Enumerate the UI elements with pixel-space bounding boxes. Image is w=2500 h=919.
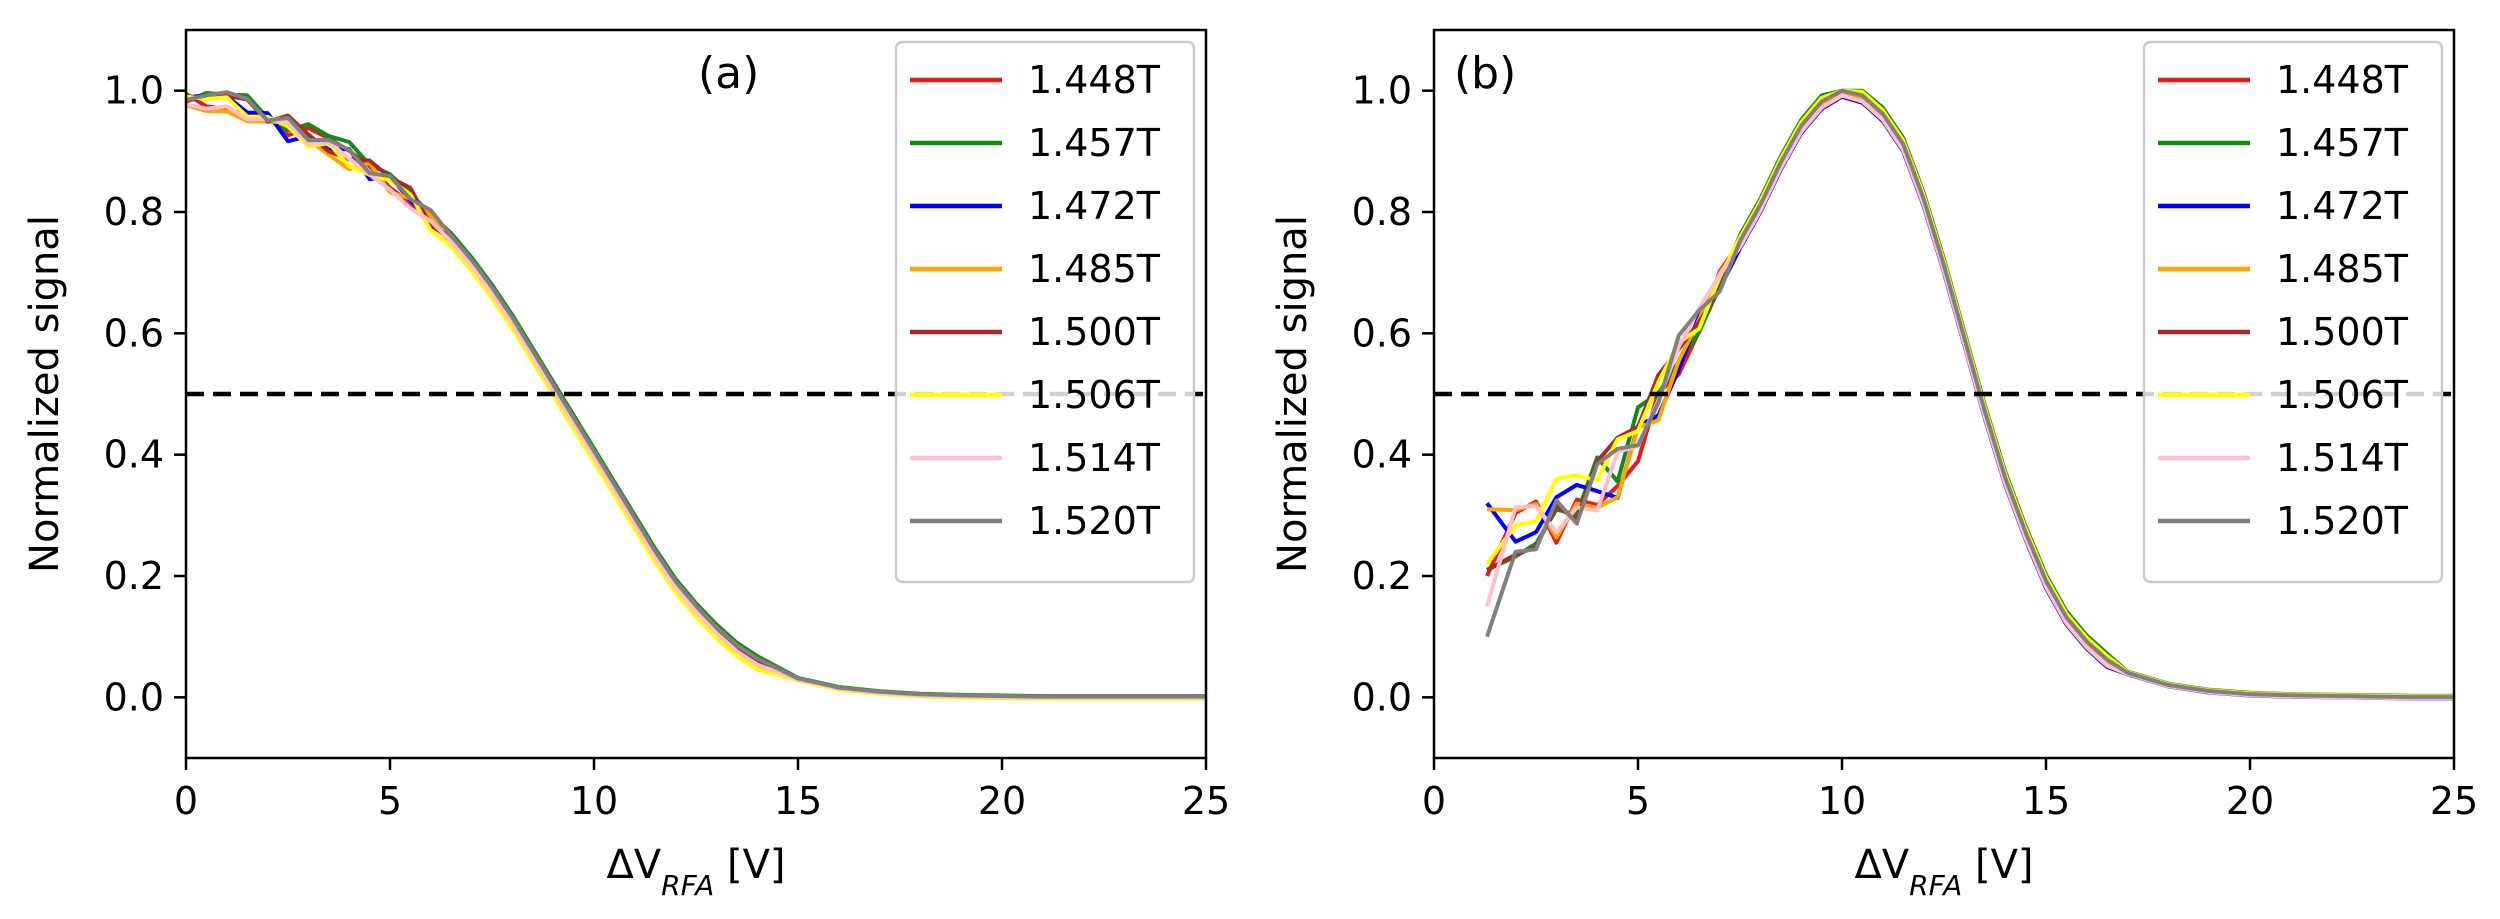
- x-tick-label: 15: [2022, 779, 2070, 823]
- legend-label-1.485T: 1.485T: [2276, 247, 2409, 291]
- legend-label-1.485T: 1.485T: [1028, 247, 1161, 291]
- legend-label-1.500T: 1.500T: [1028, 310, 1161, 354]
- y-tick-label: 0.6: [104, 311, 164, 355]
- panel-b: 0 5 10 15 20 25 0.0 0.2 0.4 0.6 0.8 1.0 ΔVRFA [V] Nor…: [1270, 28, 2478, 902]
- legend-label-1.472T: 1.472T: [2276, 184, 2409, 228]
- y-tick-label: 0.4: [104, 433, 164, 477]
- legend: 1.448T 1.457T 1.472T 1.485T 1.500T 1.506T 1.51…: [894, 40, 1196, 584]
- x-tick-label: 20: [2226, 779, 2274, 823]
- x-tick-label: 0: [174, 779, 198, 823]
- x-tick-label: 0: [1422, 779, 1446, 823]
- axes-frame: [1432, 28, 2456, 760]
- series-line-1.520T: [1485, 88, 2454, 700]
- y-tick-label: 1.0: [1352, 69, 1412, 113]
- y-tick-label: 0.8: [1352, 190, 1412, 234]
- legend-box: [894, 40, 1196, 584]
- y-axis-label: Normalized signal: [22, 215, 68, 573]
- y-tick-label: 0.8: [104, 190, 164, 234]
- legend-label-1.520T: 1.520T: [2276, 499, 2409, 543]
- panel-a: 0 5 10 15 20 25 0.0 0.2 0.4 0.6 0.8 1.0 ΔVRFA [V] Nor…: [22, 28, 1230, 902]
- x-tick-label: 10: [570, 779, 618, 823]
- x-tick-label: 15: [774, 779, 822, 823]
- legend-label-1.472T: 1.472T: [1028, 184, 1161, 228]
- x-tick-label: 5: [378, 779, 402, 823]
- y-tick-label: 0.6: [1352, 311, 1412, 355]
- legend-label-1.506T: 1.506T: [2276, 373, 2409, 417]
- legend-label-1.520T: 1.520T: [1028, 499, 1161, 543]
- legend-label-1.500T: 1.500T: [2276, 310, 2409, 354]
- legend-label-1.514T: 1.514T: [2276, 436, 2409, 480]
- y-tick-label: 0.2: [104, 554, 164, 598]
- plot-area: [1434, 88, 2454, 701]
- x-tick-label: 25: [2430, 779, 2478, 823]
- legend-label-1.448T: 1.448T: [1028, 58, 1161, 102]
- x-axis-label: ΔVRFA [V]: [1854, 842, 2033, 902]
- panel-label: (b): [1454, 48, 1516, 99]
- y-tick-label: 0.0: [1352, 675, 1412, 719]
- y-tick-label: 0.4: [1352, 433, 1412, 477]
- y-axis-label: Normalized signal: [1270, 215, 1316, 573]
- legend-label-1.457T: 1.457T: [2276, 121, 2409, 165]
- legend-label-1.457T: 1.457T: [1028, 121, 1161, 165]
- x-axis-label: ΔVRFA [V]: [606, 842, 785, 902]
- x-tick-label: 25: [1182, 779, 1230, 823]
- x-tick-label: 10: [1818, 779, 1866, 823]
- series-line-1.520T: [186, 90, 1206, 699]
- legend-label-1.514T: 1.514T: [1028, 436, 1161, 480]
- y-tick-label: 1.0: [104, 69, 164, 113]
- legend: 1.448T 1.457T 1.472T 1.485T 1.500T 1.506T 1.51…: [2142, 40, 2444, 584]
- legend-label-1.506T: 1.506T: [1028, 373, 1161, 417]
- legend-label-1.448T: 1.448T: [2276, 58, 2409, 102]
- x-tick-label: 20: [978, 779, 1026, 823]
- legend-box: [2142, 40, 2444, 584]
- y-tick-label: 0.0: [104, 675, 164, 719]
- panel-label: (a): [698, 48, 759, 99]
- x-tick-label: 5: [1626, 779, 1650, 823]
- axes-frame: [184, 28, 1208, 760]
- y-tick-label: 0.2: [1352, 554, 1412, 598]
